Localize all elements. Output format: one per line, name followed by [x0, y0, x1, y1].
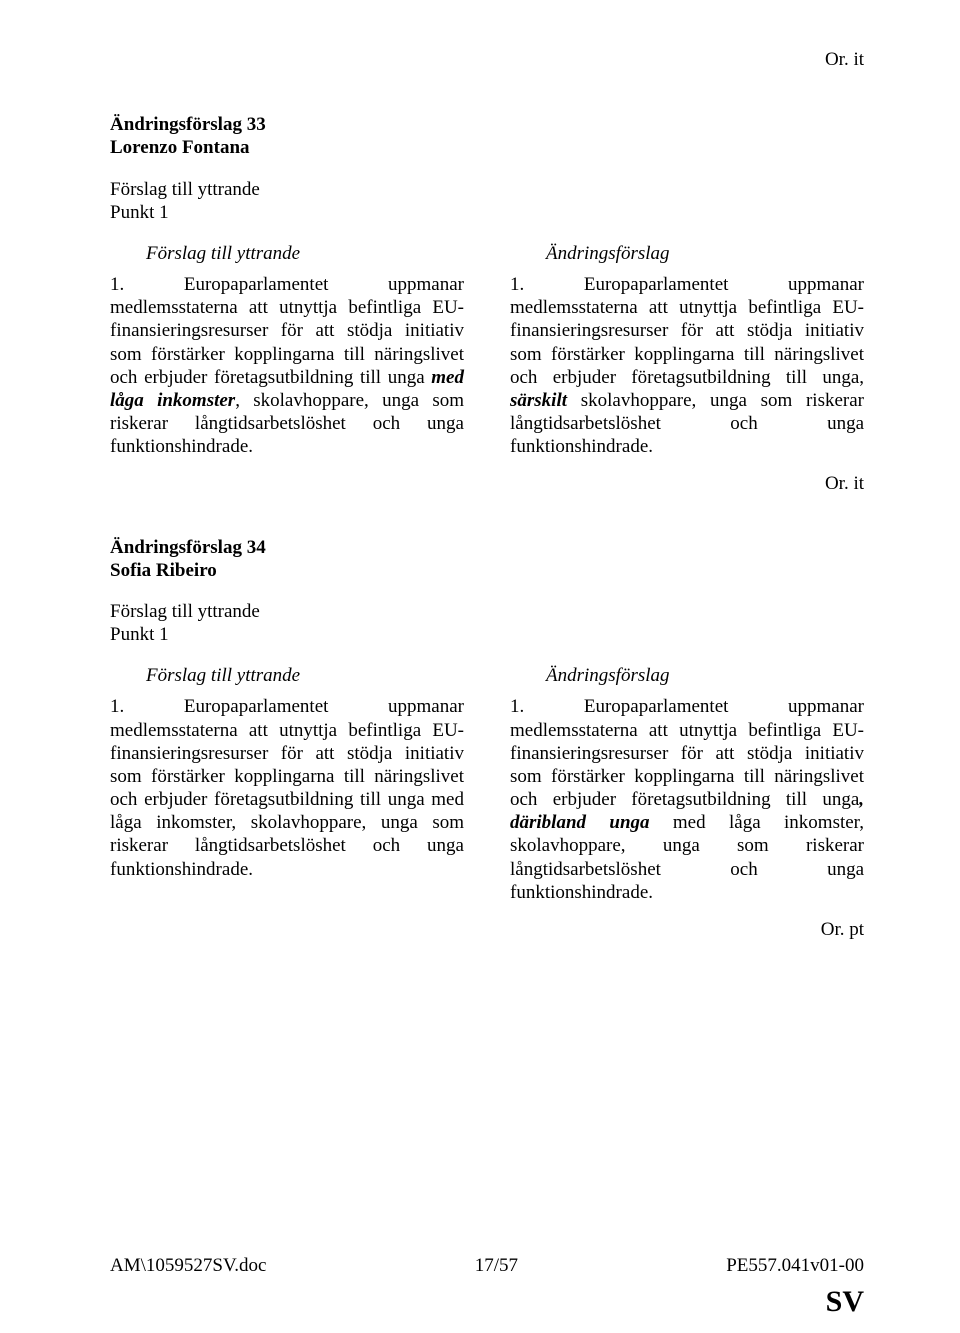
- amendment-34-right-text: 1. Europaparlamentet uppmanar medlemssta…: [510, 695, 864, 904]
- subject-line-1: Förslag till yttrande: [110, 600, 864, 623]
- amendment-33-header: Ändringsförslag 33 Lorenzo Fontana: [110, 113, 864, 159]
- amendment-author: Sofia Ribeiro: [110, 559, 864, 582]
- amendment-34-left-text: 1. Europaparlamentet uppmanar medlemssta…: [110, 695, 464, 880]
- amendment-34-header: Ändringsförslag 34 Sofia Ribeiro: [110, 536, 864, 582]
- amendment-33-orig-lang: Or. it: [110, 472, 864, 495]
- amendment-34-orig-lang: Or. pt: [110, 918, 864, 941]
- amendment-33-subject: Förslag till yttrande Punkt 1: [110, 178, 864, 224]
- amendment-33-left-text: 1. Europaparlamentet uppmanar medlemssta…: [110, 273, 464, 458]
- amendment-33-columns: Förslag till yttrande 1. Europaparlament…: [110, 242, 864, 459]
- amendment-34-subject: Förslag till yttrande Punkt 1: [110, 600, 864, 646]
- left-col-heading: Förslag till yttrande: [110, 664, 464, 687]
- footer-center: 17/57: [475, 1254, 518, 1277]
- amendment-33-right-col: Ändringsförslag 1. Europaparlamentet upp…: [510, 242, 864, 459]
- amendment-number: Ändringsförslag 33: [110, 113, 864, 136]
- amendment-34-columns: Förslag till yttrande 1. Europaparlament…: [110, 664, 864, 904]
- footer-left: AM\1059527SV.doc: [110, 1254, 266, 1277]
- right-col-heading: Ändringsförslag: [510, 242, 864, 265]
- page: Or. it Ändringsförslag 33 Lorenzo Fontan…: [0, 0, 960, 1333]
- page-footer: AM\1059527SV.doc 17/57 PE557.041v01-00: [110, 1254, 864, 1277]
- subject-line-2: Punkt 1: [110, 623, 864, 646]
- amendment-author: Lorenzo Fontana: [110, 136, 864, 159]
- amendment-number: Ändringsförslag 34: [110, 536, 864, 559]
- orig-language-top: Or. it: [110, 48, 864, 71]
- subject-line-2: Punkt 1: [110, 201, 864, 224]
- amendment-33-right-text: 1. Europaparlamentet uppmanar medlemssta…: [510, 273, 864, 458]
- amendment-34-right-col: Ändringsförslag 1. Europaparlamentet upp…: [510, 664, 864, 904]
- footer-right: PE557.041v01-00: [726, 1254, 864, 1277]
- amendment-34-left-col: Förslag till yttrande 1. Europaparlament…: [110, 664, 464, 904]
- subject-line-1: Förslag till yttrande: [110, 178, 864, 201]
- right-col-heading: Ändringsförslag: [510, 664, 864, 687]
- left-col-heading: Förslag till yttrande: [110, 242, 464, 265]
- language-code: SV: [826, 1284, 864, 1321]
- amendment-33-left-col: Förslag till yttrande 1. Europaparlament…: [110, 242, 464, 459]
